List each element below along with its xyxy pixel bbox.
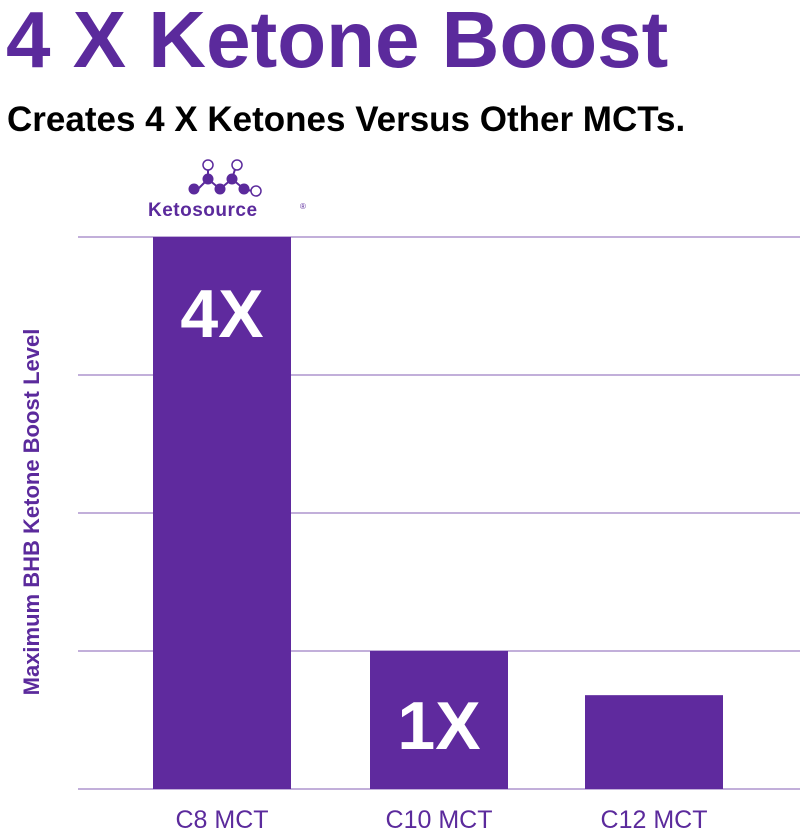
logo-registered-mark: ®	[300, 202, 306, 211]
bar-c10-mct	[370, 651, 508, 789]
molecule-icon	[188, 159, 262, 197]
x-tick-label: C12 MCT	[601, 806, 708, 834]
logo-brand-text: Ketosource	[148, 200, 258, 221]
ketosource-logo: Ketosource ®	[136, 156, 316, 228]
x-tick-label: C10 MCT	[386, 806, 493, 834]
bar-value-label: 4X	[180, 276, 263, 352]
page-subtitle: Creates 4 X Ketones Versus Other MCTs.	[7, 100, 686, 139]
bar-c12-mct	[585, 695, 723, 789]
bar-value-label: 1X	[397, 688, 480, 764]
x-tick-label: C8 MCT	[175, 806, 268, 834]
bar-c8-mct	[153, 237, 291, 789]
page-title: 4 X Ketone Boost	[6, 0, 669, 84]
